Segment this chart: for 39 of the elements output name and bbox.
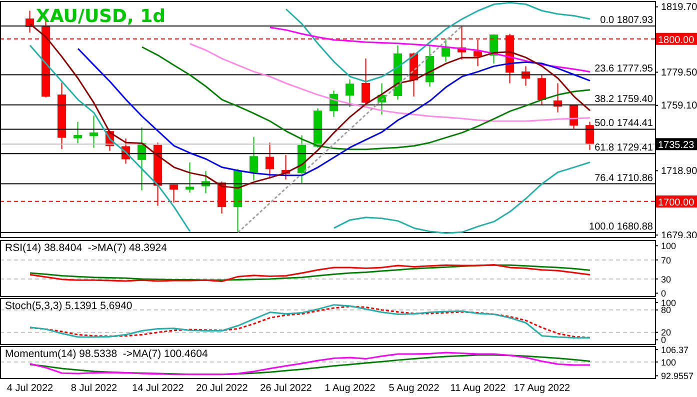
x-tick-label: 8 Jul 2022 bbox=[70, 383, 118, 394]
ref-line-label: 1735.23 bbox=[658, 140, 695, 152]
y-tick-label: 1819.70 bbox=[661, 2, 697, 14]
y-tick-label: 1779.50 bbox=[661, 68, 697, 78]
x-tick-label: 5 Aug 2022 bbox=[388, 383, 440, 394]
y-tick-label: 1679.30 bbox=[661, 230, 697, 242]
y-tick-label: 1759.10 bbox=[661, 100, 697, 112]
y-tick-label: 20 bbox=[661, 328, 672, 338]
ref-line-label: 100.0 1680.88 bbox=[589, 222, 654, 233]
chart-title: Stoch(5,3,3) 5.1391 5.6940 bbox=[5, 300, 132, 312]
x-tick-label: 11 Aug 2022 bbox=[450, 383, 506, 394]
y-tick-label: 80 bbox=[661, 305, 672, 316]
x-tick-label: 20 Jul 2022 bbox=[196, 383, 248, 394]
ref-line-label: 76.4 1710.86 bbox=[594, 172, 654, 184]
x-tick-label: 26 Jul 2022 bbox=[260, 383, 312, 394]
chart-title: XAU/USD, 1d bbox=[36, 6, 166, 27]
ref-line-label: 0.0 1807.93 bbox=[600, 14, 654, 26]
y-tick-label: 106.37 bbox=[661, 344, 689, 355]
chart-title: Momentum(14) 98.5338 ->MA(7) 100.4604 bbox=[5, 348, 208, 360]
y-tick-label: 30 bbox=[661, 274, 672, 284]
x-tick-label: 1 Aug 2022 bbox=[324, 383, 376, 394]
y-tick-label: 1718.90 bbox=[661, 166, 697, 178]
y-tick-label: 0 bbox=[661, 335, 666, 346]
y-tick-label: 100 bbox=[661, 241, 676, 251]
y-tick-label: 92.9557 bbox=[661, 371, 694, 382]
ref-line-label: 50.0 1744.41 bbox=[594, 118, 654, 130]
chart-title: RSI(14) 38.8404 ->MA(7) 48.3924 bbox=[5, 242, 167, 254]
ref-line-label: 38.2 1759.40 bbox=[594, 94, 654, 105]
y-tick-label: 100 bbox=[661, 298, 676, 308]
ref-line-label: 61.8 1729.41 bbox=[594, 142, 654, 154]
y-tick-label: 70 bbox=[661, 255, 672, 266]
ref-line-label: 1700.00 bbox=[658, 197, 695, 208]
x-tick-label: 17 Aug 2022 bbox=[514, 383, 571, 394]
x-tick-label: 14 Jul 2022 bbox=[132, 383, 184, 394]
y-tick-label: 0 bbox=[661, 288, 666, 298]
y-tick-label: 100 bbox=[661, 357, 676, 368]
x-tick-label: 4 Jul 2022 bbox=[6, 383, 54, 394]
ref-line-label: 1800.00 bbox=[658, 34, 695, 46]
ref-line-label: 23.6 1777.95 bbox=[594, 64, 654, 75]
